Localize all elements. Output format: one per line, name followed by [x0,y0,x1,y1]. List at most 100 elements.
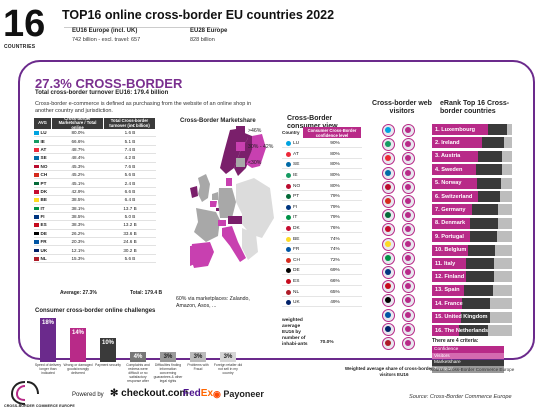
consumer-country: CH [282,257,308,263]
row-country: NL [34,256,52,261]
country-code: SE [293,162,300,168]
eu28-value: 828 billion [190,37,215,43]
visitor-dot-fill [385,325,391,332]
cbce-logo-icon [10,381,39,405]
map-legend-high: >46% [236,126,261,135]
flag-icon [286,172,291,178]
list-item: UK 49% [282,299,362,308]
map-balkans [242,228,258,260]
map-legend-mid: 30% - 42% [236,142,273,151]
ranking-bar-rest [497,217,512,229]
flag-icon [34,156,39,160]
visitor-dot-fill [405,155,411,162]
payoneer-logo-text: Payoneer [223,389,264,399]
consumer-country: DE [282,268,308,274]
visitor-dot-fill [405,283,411,290]
visitor-dot-icon [382,237,395,251]
list-item: DE 69% [282,267,362,276]
ranking-bar-label: 5. Norway [432,177,477,189]
ranking-bar-dark [481,137,504,149]
visitor-dot-icon [382,209,395,223]
map-switzerland [218,220,226,226]
col-turnover: Total Cross-border turnover (in€ billion… [104,118,155,129]
table-row: DE 26.2% 33.6 B [34,230,156,239]
row-country: AT [34,147,52,152]
country-code: IT [293,215,298,221]
visitor-dot-fill [385,254,391,261]
legend-swatch [236,142,245,151]
visitor-dot-icon [402,124,415,137]
visitor-dot-fill [385,240,391,247]
ranking-bar-label: 9. Portugal [432,231,471,243]
criteria-item: Visitors [432,352,504,360]
consumer-value: 80% [330,183,340,189]
visitor-dot-icon [402,251,415,265]
ranking-bar-label: 15. United Kingdom [432,311,488,323]
ranking-bar-label: 1. Luxembourg [432,124,488,135]
list-item: NL 65% [282,288,362,297]
visitor-dot-icon [402,152,415,166]
ranking-bar-rest [493,271,512,283]
ranking-bar-rest [502,150,512,162]
consumer-col-country: Country [282,130,300,135]
consumer-value: 66% [330,278,340,284]
ranking-item: 14. France [432,298,512,310]
country-code: CH [40,172,48,178]
visitor-dot-fill [385,269,391,275]
header-divider [64,27,219,28]
list-item: FR 74% [282,246,362,255]
col-country: AVG [34,118,51,129]
table-row: LU 80.0% 1.6 B [34,129,156,138]
ranking-bar-label: 12. Finland [432,271,466,283]
consumer-value: 74% [330,247,340,253]
row-country: DK [34,189,52,194]
ranking-bar-dark [464,284,493,296]
country-code: FI [40,214,45,220]
list-item: PT 79% [282,193,362,202]
consumer-country: FI [282,204,308,210]
visitor-dot-icon [402,266,415,279]
list-item: IT 79% [282,214,362,223]
visitor-dot-icon [382,166,395,180]
row-share: 45.1% [71,180,85,186]
table-row: BE 38.5% 6.4 B [34,196,156,205]
ranking-bar-label: 10. Belgium [432,244,468,256]
ranking-bar-dark [469,217,498,229]
ranking-bar-rest [492,284,512,296]
country-code: ES [293,278,300,284]
flag-icon [34,206,39,211]
table-row: FI 38.5% 5.0 B [34,213,156,222]
ranking-item: 7. Germany [432,204,512,216]
challenges-title: Consumer cross-border online challenges [35,308,156,314]
visitor-dot-fill [405,183,411,190]
flag-icon [34,164,39,169]
fedex-logo-b: Ex [200,388,214,399]
list-item: NO 80% [282,182,362,191]
country-code: FI [293,204,298,210]
map-finland [246,134,266,168]
map-netherlands [212,192,218,200]
table-row: PT 45.1% 2.4 B [34,179,156,188]
row-country: IE [34,139,52,144]
country-code: DE [40,230,47,236]
visitor-dot-icon [402,294,415,308]
criteria-title: There are 4 criteria: [432,338,479,344]
legend-swatch [236,158,245,167]
country-code: NL [293,289,300,295]
ranking-bar-label: 8. Denmark [432,217,470,229]
criteria-item: Confidence [432,346,504,353]
row-share: 48.4% [71,155,85,161]
ranking-bar-label: 3. Austria [432,150,479,162]
legend-label: <30% [248,159,262,166]
consumer-value: 72% [330,257,340,263]
visitor-dot-icon [382,266,395,279]
row-country: PT [34,181,52,186]
powered-by-label: Powered by [72,392,104,398]
list-item: ES 66% [282,278,362,287]
visitor-dot-icon [382,337,395,350]
row-share: 80.0% [71,130,85,136]
turnover-total: Total: 179.4 B [130,290,163,296]
visitor-dot-icon [382,138,395,152]
flag-icon [34,131,39,135]
challenge-bar: 3% [220,352,236,362]
